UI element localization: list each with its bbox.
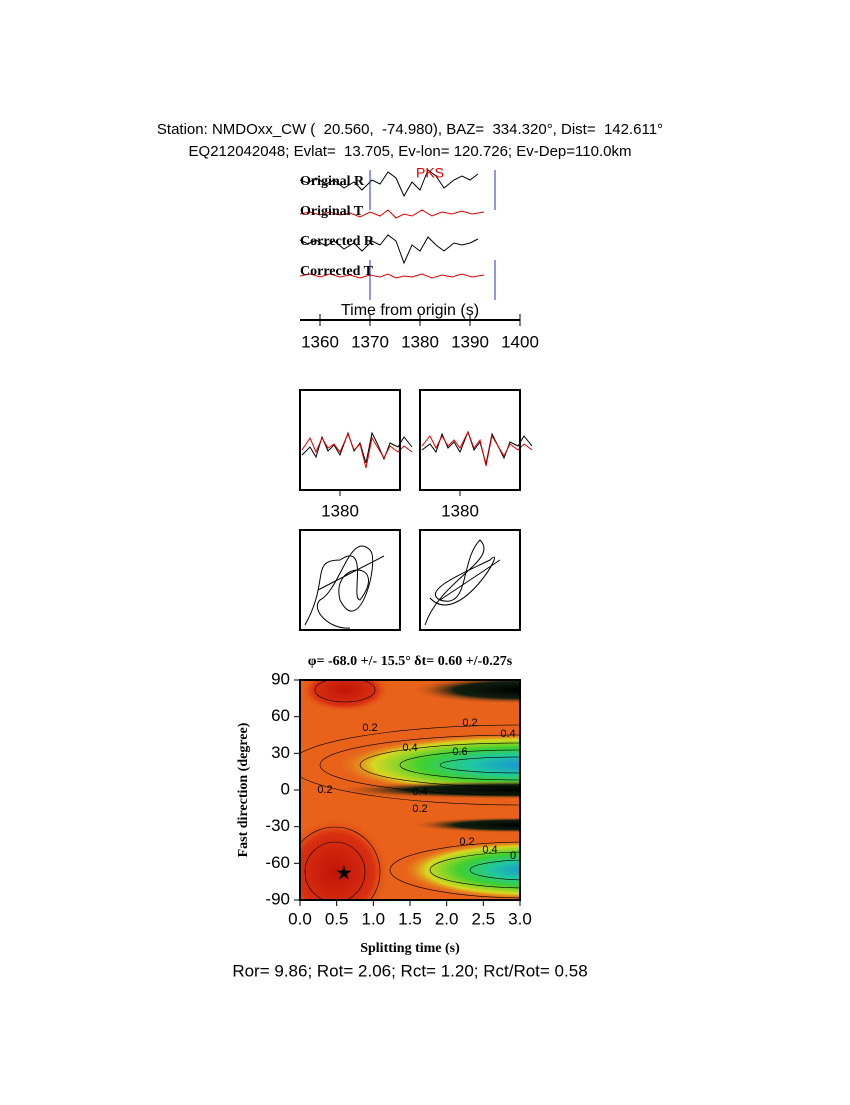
x-tick-label: 2.5 [472, 909, 496, 928]
contour-label: 0 [510, 850, 516, 862]
field [335, 733, 520, 797]
x-tick-label: 1380 [401, 332, 439, 351]
trace [301, 431, 413, 464]
y-tick-label: -90 [265, 889, 290, 908]
panel-frames [299, 389, 521, 631]
x-tick-label: 0.5 [325, 909, 349, 928]
y-axis-title: Fast direction (degree) [236, 722, 251, 857]
y-tick-label: -60 [265, 853, 290, 872]
trace-label: Original T [300, 204, 364, 219]
panel-frame [299, 389, 401, 491]
field [300, 680, 390, 712]
field [410, 817, 520, 833]
panel-frame [419, 529, 521, 631]
trace [299, 273, 485, 279]
trace [304, 545, 385, 629]
field [300, 817, 390, 900]
contour-label: 0.2 [459, 836, 474, 848]
y-tick-label: 60 [271, 706, 290, 725]
contour-label: 0.2 [317, 784, 332, 796]
panel-frame [299, 529, 401, 631]
trace [424, 539, 501, 626]
contour-label: 0.4 [402, 742, 417, 754]
trace-label: Original R [300, 174, 365, 189]
field [400, 840, 520, 900]
x-tick-label: 1.5 [398, 909, 422, 928]
trace [421, 430, 533, 467]
trace [299, 234, 479, 265]
y-tick-label: 30 [271, 743, 290, 762]
trace-label: Corrected T [300, 264, 374, 279]
y-tick-label: 0 [281, 779, 290, 798]
contour-label: 0.4 [482, 844, 497, 856]
best-fit-star [336, 865, 352, 880]
chart-title: φ= -68.0 +/- 15.5° δt= 0.60 +/-0.27s [308, 654, 513, 669]
trace [301, 432, 413, 469]
contour-label: 0.2 [462, 717, 477, 729]
x-tick-label: 1380 [441, 501, 479, 520]
x-tick-label: 1370 [351, 332, 389, 351]
misfit-field [300, 680, 520, 900]
x-tick-label: 1380 [321, 501, 359, 520]
header-line: Station: NMDOxx_CW ( 20.560, -74.980), B… [157, 121, 663, 138]
x-tick-label: 1360 [301, 332, 339, 351]
footer: Ror= 9.86; Rot= 2.06; Rct= 1.20; Rct/Rot… [232, 961, 587, 980]
trace-label: Corrected R [300, 234, 375, 249]
contour-label: 0.6 [452, 746, 467, 758]
trace [299, 169, 479, 198]
contour-labels: 0.2 0.2 0.4 0.4 0.6 0.2 0.4 0.2 0.2 0.4 … [317, 717, 516, 862]
field [410, 680, 520, 704]
waveforms [299, 169, 533, 629]
x-axis-title: Time from origin (s) [341, 302, 479, 319]
panel-frame [419, 389, 521, 491]
x-tick-label: 2.0 [435, 909, 459, 928]
contour-label: 0.4 [500, 728, 515, 740]
x-tick-label: 1.0 [362, 909, 386, 928]
x-tick-label: 1400 [501, 332, 539, 351]
trace [299, 209, 485, 219]
header-line: EQ212042048; Evlat= 13.705, Ev-lon= 120.… [189, 143, 632, 160]
y-tick-label: 90 [271, 669, 290, 688]
y-tick-label: -30 [265, 816, 290, 835]
x-tick-label: 0.0 [288, 909, 312, 928]
phase-label: PKS [416, 165, 444, 181]
contour-label: 0.4 [412, 786, 427, 798]
contour-label: 0.2 [412, 803, 427, 815]
contour-label: 0.2 [362, 722, 377, 734]
contours [300, 680, 520, 900]
x-tick-label: 3.0 [508, 909, 532, 928]
x-tick-label: 1390 [451, 332, 489, 351]
x-axis-title: Splitting time (s) [360, 941, 460, 956]
